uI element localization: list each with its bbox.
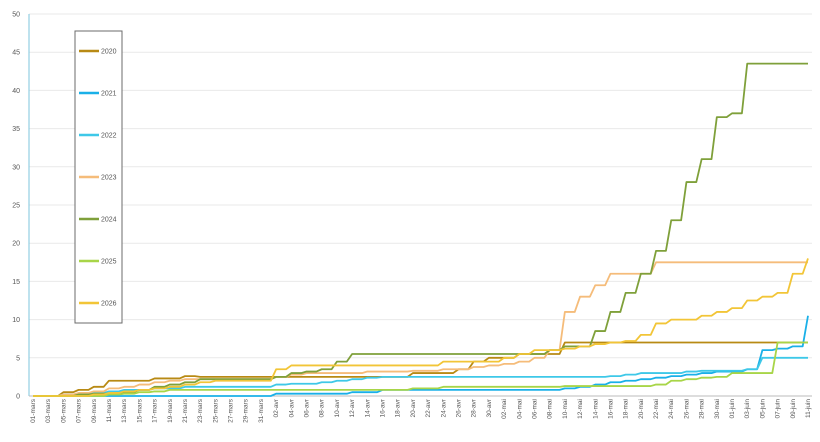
x-tick-label: 26-mai (683, 399, 690, 419)
x-tick-label: 05-mars (60, 398, 67, 423)
series-line-2023 (33, 261, 808, 397)
y-tick-label: 5 (16, 355, 20, 362)
y-tick-label: 50 (12, 12, 20, 19)
x-tick-label: 30-avr (486, 398, 493, 417)
x-tick-label: 10-mai (562, 399, 569, 419)
x-tick-labels: 01-mars 03-mars 05-mars 07-mars 09-mars 11-ma… (30, 398, 812, 423)
legend-label-2021: 2021 (101, 91, 117, 98)
x-tick-label: 18-mai (623, 399, 630, 419)
x-tick-label: 11-juin (805, 399, 812, 418)
x-tick-label: 31-mars (258, 398, 265, 423)
x-tick-label: 15-mars (136, 398, 143, 423)
x-tick-label: 01-juin (729, 399, 736, 419)
x-tick-label: 24-mai (668, 399, 675, 419)
y-tick-label: 45 (12, 50, 20, 57)
legend-label-2025: 2025 (101, 259, 117, 266)
x-tick-label: 07-mars (76, 398, 83, 423)
x-tick-label: 09-mars (91, 398, 98, 423)
x-tick-label: 10-avr (334, 398, 341, 417)
x-tick-label: 24-avr (440, 398, 447, 417)
x-tick-label: 02-mai (501, 399, 508, 419)
x-tick-label: 02-avr (273, 398, 280, 417)
x-tick-label: 22-mai (653, 399, 660, 419)
x-tick-label: 16-avr (380, 398, 387, 417)
x-tick-label: 19-mars (167, 398, 174, 423)
x-tick-label: 21-mars (182, 398, 189, 423)
x-tick-label: 28-avr (471, 398, 478, 417)
y-tick-label: 35 (12, 126, 20, 133)
legend-label-2026: 2026 (101, 301, 117, 308)
legend: 2020 2021 2022 2023 2024 2025 2026 (74, 30, 123, 324)
x-tick-label: 18-avr (395, 398, 402, 417)
x-tick-label: 08-mai (547, 399, 554, 419)
legend-label-2024: 2024 (101, 217, 117, 224)
x-tick-label: 04-avr (288, 398, 295, 417)
x-tick-label: 09-juin (790, 399, 797, 419)
legend-label-2022: 2022 (101, 133, 117, 140)
y-tick-label: 40 (12, 88, 20, 95)
x-tick-label: 06-avr (304, 398, 311, 417)
x-tick-label: 26-avr (455, 398, 462, 417)
x-tick-label: 11-mars (106, 398, 113, 422)
x-tick-label: 14-avr (364, 398, 371, 417)
series-line-2021 (33, 315, 809, 397)
y-tick-label: 15 (12, 279, 20, 286)
x-tick-label: 27-mars (228, 398, 235, 423)
x-tick-label: 29-mars (243, 398, 250, 423)
x-tick-label: 22-avr (425, 398, 432, 417)
x-tick-label: 13-mars (121, 398, 128, 423)
x-tick-label: 07-juin (775, 399, 782, 419)
x-tick-label: 01-mars (30, 398, 37, 423)
series-line-2024 (33, 62, 808, 397)
y-tick-label: 0 (16, 394, 20, 401)
legend-label-2020: 2020 (101, 49, 117, 56)
x-tick-label: 30-mai (714, 399, 721, 419)
series-line-2025 (33, 341, 808, 397)
y-tick-label: 30 (12, 164, 20, 171)
x-tick-label: 05-juin (759, 399, 766, 419)
x-tick-label: 04-mai (516, 399, 523, 419)
y-tick-label: 20 (12, 241, 20, 248)
x-tick-label: 17-mars (152, 398, 159, 423)
series-line-2026 (33, 258, 809, 397)
x-tick-label: 14-mai (592, 399, 599, 419)
legend-label-2023: 2023 (101, 175, 117, 182)
x-tick-label: 23-mars (197, 398, 204, 423)
x-tick-label: 12-avr (349, 398, 356, 417)
x-tick-label: 25-mars (212, 398, 219, 423)
y-tick-label: 25 (12, 203, 20, 210)
series-line-2020 (33, 341, 808, 397)
x-tick-label: 06-mai (531, 399, 538, 419)
x-tick-label: 20-avr (410, 398, 417, 417)
grid-lines (29, 13, 812, 359)
x-tick-label: 16-mai (607, 399, 614, 419)
y-tick-labels: 0 5 10 15 20 25 30 35 40 45 50 (12, 12, 20, 401)
series-lines (33, 62, 809, 397)
x-tick-label: 03-mars (45, 398, 52, 423)
y-tick-label: 10 (12, 317, 20, 324)
x-tick-label: 20-mai (638, 399, 645, 419)
x-tick-label: 08-avr (319, 398, 326, 417)
x-tick-label: 03-juin (744, 399, 751, 419)
x-tick-label: 28-mai (699, 399, 706, 419)
x-tick-label: 12-mai (577, 399, 584, 419)
